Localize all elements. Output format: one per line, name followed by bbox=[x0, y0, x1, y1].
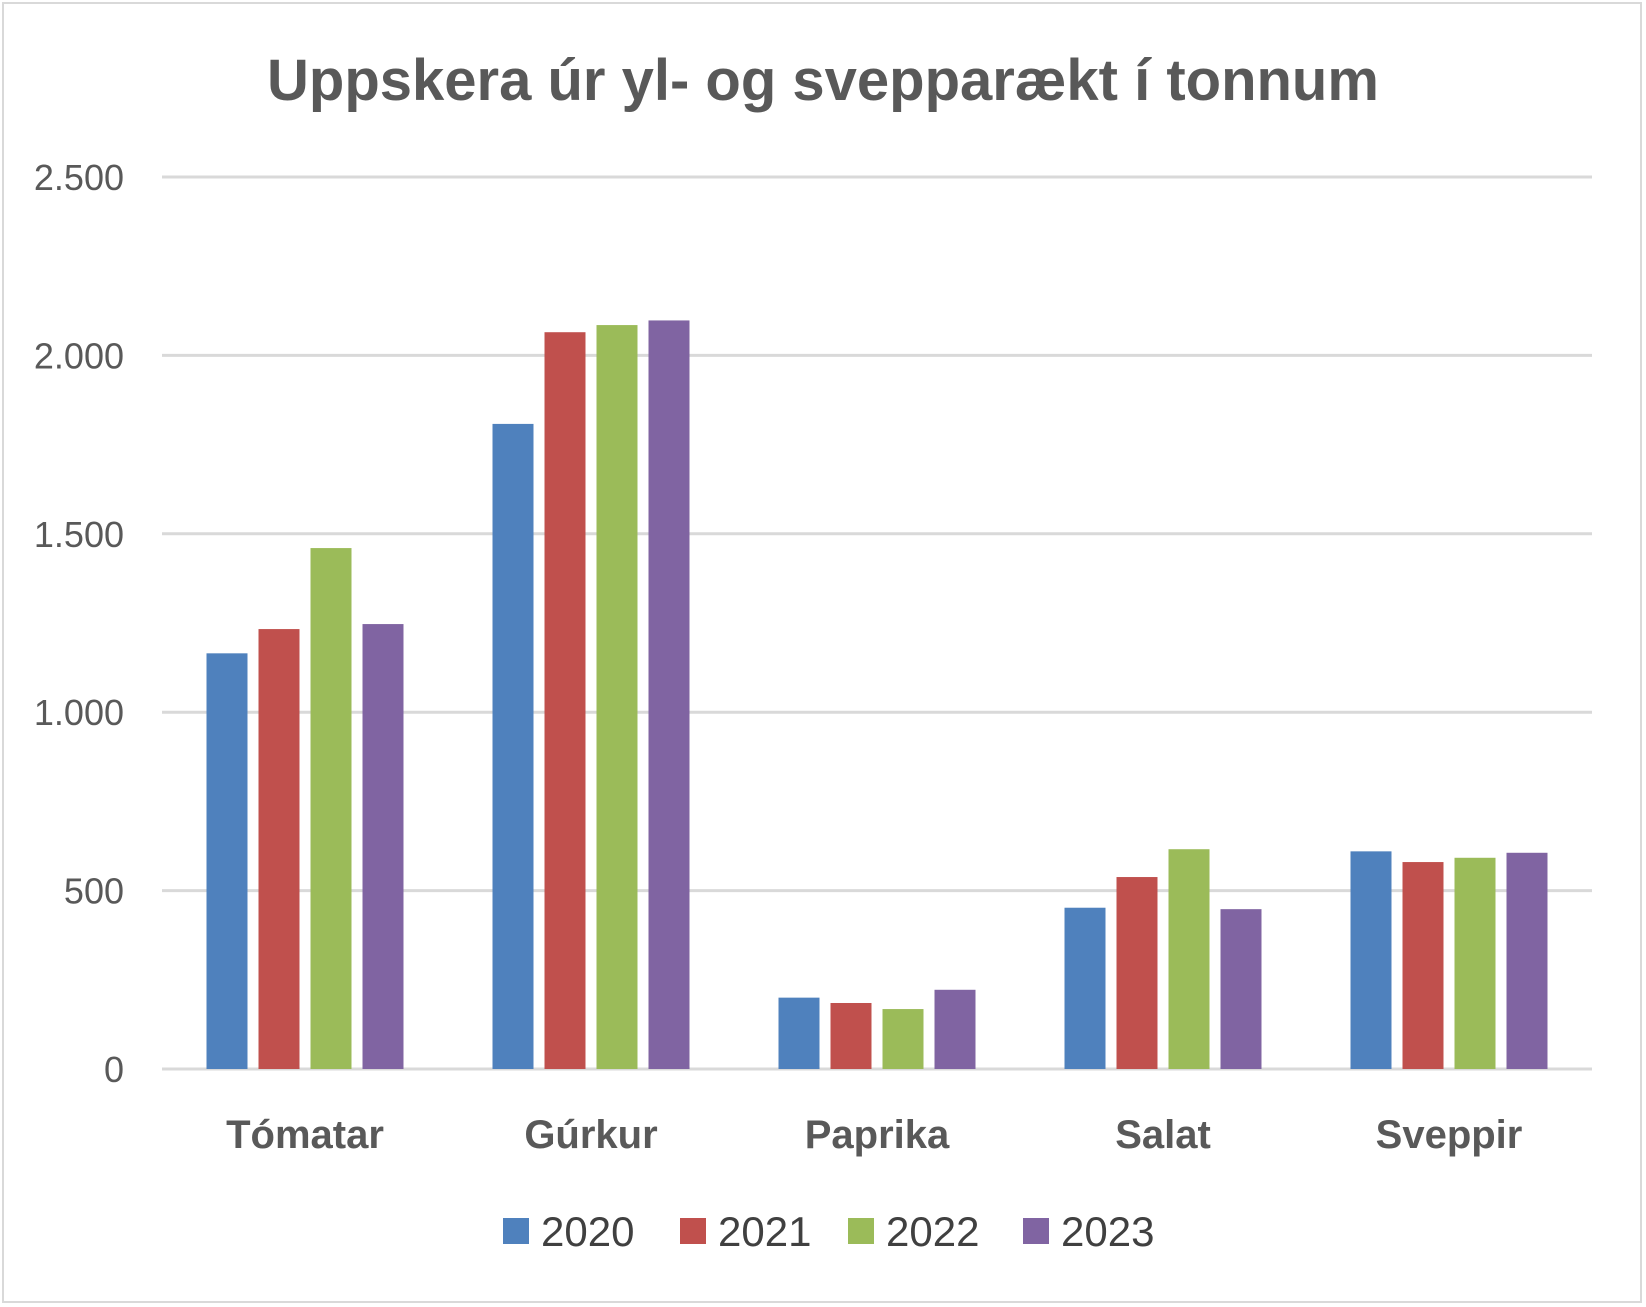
legend-label: 2021 bbox=[718, 1208, 811, 1255]
bar-2023-3 bbox=[1220, 909, 1262, 1069]
bar-2021-3 bbox=[1116, 877, 1158, 1069]
legend-swatch-2022 bbox=[848, 1218, 874, 1244]
y-tick-label: 500 bbox=[64, 871, 124, 912]
bar-2021-1 bbox=[544, 332, 586, 1069]
bar-2020-3 bbox=[1064, 907, 1106, 1069]
y-tick-label: 2.500 bbox=[34, 157, 124, 198]
bar-2023-1 bbox=[648, 320, 690, 1069]
bar-2020-2 bbox=[778, 997, 820, 1069]
bar-2021-2 bbox=[830, 1002, 872, 1069]
y-tick-label: 0 bbox=[104, 1049, 124, 1090]
bar-2021-0 bbox=[258, 629, 300, 1069]
legend-label: 2023 bbox=[1061, 1208, 1154, 1255]
legend-label: 2020 bbox=[541, 1208, 634, 1255]
x-tick-label: Tómatar bbox=[226, 1113, 384, 1157]
y-axis-ticks: 0 500 1.000 1.500 2.000 2.500 bbox=[34, 157, 124, 1090]
bar-2022-3 bbox=[1168, 849, 1210, 1069]
legend-swatch-2020 bbox=[503, 1218, 529, 1244]
bar-2022-2 bbox=[882, 1009, 924, 1069]
bar-2021-4 bbox=[1402, 862, 1444, 1069]
legend-label: 2022 bbox=[886, 1208, 979, 1255]
bar-2023-0 bbox=[362, 624, 404, 1069]
legend-swatch-2021 bbox=[680, 1218, 706, 1244]
bar-2022-0 bbox=[310, 548, 352, 1069]
y-tick-label: 1.500 bbox=[34, 514, 124, 555]
bar-2023-2 bbox=[934, 989, 976, 1069]
x-tick-label: Sveppir bbox=[1376, 1113, 1523, 1157]
bar-2020-4 bbox=[1350, 851, 1392, 1069]
bar-2022-4 bbox=[1454, 857, 1496, 1069]
x-axis-ticks: Tómatar Gúrkur Paprika Salat Sveppir bbox=[226, 1113, 1522, 1157]
legend: 2020 2021 2022 2023 bbox=[503, 1208, 1154, 1255]
x-tick-label: Salat bbox=[1115, 1113, 1211, 1157]
y-tick-label: 2.000 bbox=[34, 335, 124, 376]
bars bbox=[206, 320, 1548, 1069]
y-tick-label: 1.000 bbox=[34, 692, 124, 733]
bar-2022-1 bbox=[596, 325, 638, 1069]
bar-2020-1 bbox=[492, 423, 534, 1069]
bar-2023-4 bbox=[1506, 852, 1548, 1069]
chart-title: Uppskera úr yl- og svepparækt í tonnum bbox=[267, 48, 1379, 113]
legend-swatch-2023 bbox=[1023, 1218, 1049, 1244]
bar-2020-0 bbox=[206, 653, 248, 1069]
x-tick-label: Paprika bbox=[805, 1113, 950, 1157]
x-tick-label: Gúrkur bbox=[524, 1113, 657, 1157]
